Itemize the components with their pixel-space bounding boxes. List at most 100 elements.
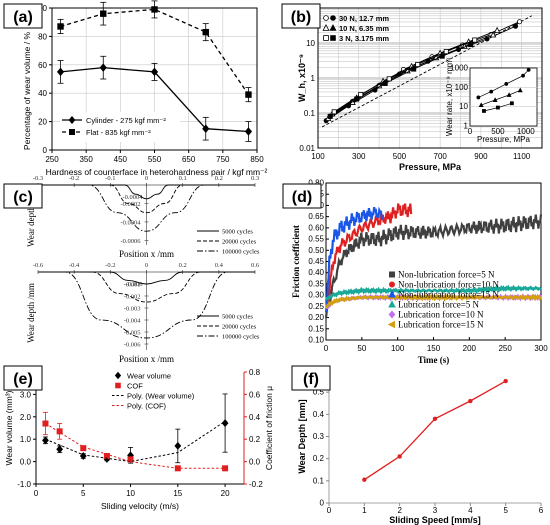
legend-marker [68, 116, 76, 124]
data-point [382, 80, 388, 86]
data-point [99, 63, 107, 72]
inset-data-point [517, 87, 523, 93]
series-cylinder [56, 55, 253, 142]
y-tick-label: 0.15 [308, 324, 324, 333]
y-tick-label: 2.0 [20, 413, 32, 422]
y-tick-label: -0.0002 [120, 201, 140, 208]
inset-data-point [489, 89, 494, 94]
y-tick-label: -1.0 [17, 480, 31, 489]
y-axis-label-right: Coefficient of friction μ [264, 386, 274, 470]
data-point [432, 416, 438, 421]
x-tick-label: 750 [216, 155, 230, 164]
data-point [517, 19, 523, 25]
y-tick-label: 20 [38, 118, 47, 127]
y-tick-label: 0 [43, 146, 48, 155]
y-axis-label: W_h, x10⁻⁹ [297, 54, 307, 102]
data-point [397, 454, 402, 459]
y-tick-label: 1 [311, 74, 316, 83]
legend: Non-lubrication force=5 NNon-lubrication… [387, 270, 500, 330]
x-tick-label: 5 [503, 506, 508, 515]
series-2 [327, 37, 478, 119]
x-tick-label: 500 [393, 152, 407, 161]
x-tick-label: 15 [173, 489, 182, 498]
x-tick-label: 2 [397, 506, 402, 515]
series-line [324, 206, 384, 313]
series-wear-depth [362, 378, 508, 482]
x-tick-label: 350 [79, 155, 93, 164]
data-point [150, 67, 159, 77]
x-tick-label: -0.2 [105, 262, 115, 269]
x-tick-label: 650 [182, 155, 196, 164]
legend-marker [388, 310, 396, 319]
y-tick-label: 0.25 [308, 302, 324, 311]
y-tick-label: 0.55 [308, 235, 324, 244]
inset-y-tick-label: 10 [459, 102, 468, 111]
panel-label-box [282, 183, 322, 209]
inset-data-point [478, 102, 484, 108]
y-tick-label: -0.0004 [120, 219, 141, 226]
legend-label: 30 N, 12.7 mm [339, 14, 389, 23]
panel-label-box [3, 183, 43, 209]
legend-label: 100000 cycles [222, 334, 260, 341]
series-line [325, 293, 543, 310]
panel-label: (b) [291, 9, 311, 26]
legend-marker [388, 300, 396, 308]
panel-label-box [3, 3, 43, 29]
series-5 [325, 293, 543, 310]
y-tick-label: 0.2 [313, 454, 325, 463]
subplot-2: -0.6 -0.4 -0.2 0 0.2 0.4 0.6-0.001-0.002-0.003… [26, 262, 260, 364]
data-point [354, 96, 360, 102]
legend-label: COF [127, 382, 143, 391]
x-tick-label: 0 [34, 489, 39, 498]
y-tick-label: 0.65 [308, 212, 324, 221]
inset-data-point [509, 101, 514, 106]
x-axis-label: Position x /mm [119, 249, 174, 259]
x-tick-label: 0 [327, 506, 332, 515]
x-tick-label: 0.1 [179, 175, 187, 182]
panel-label-box [291, 365, 331, 391]
x-axis-label: Pressure, MPa [399, 162, 462, 172]
data-point [443, 49, 449, 55]
legend: Cylinder - 275 kgf mm⁻² Flat - 835 kgf mm… [60, 112, 180, 142]
inset-x-tick-label: 500 [491, 127, 505, 136]
y-tick-label: 0.01 [299, 144, 315, 153]
y-tick-label: 0.50 [308, 246, 324, 255]
series-3 [45, 423, 226, 469]
legend-label: Non-lubrication force=10 N [398, 280, 500, 290]
y-tick-label: 0.4 [313, 410, 325, 419]
panel-label-box [281, 3, 321, 29]
series-line [38, 271, 255, 303]
data-point [331, 109, 337, 115]
series-line [37, 184, 255, 232]
y-tick-label: -0.006 [124, 342, 142, 349]
inset-data-point [476, 95, 481, 100]
data-point [411, 66, 417, 72]
legend-label: Poly. (COF) [127, 402, 167, 411]
x-tick-label: -0.2 [69, 175, 79, 182]
inset-data-point [492, 97, 498, 102]
x-tick-label: 100 [391, 344, 405, 353]
x-tick-label: 150 [427, 344, 441, 353]
inset-data-point [526, 67, 531, 72]
y-tick-label: 0.0 [20, 458, 32, 467]
series-line [37, 184, 255, 214]
y-tick-label: 0.1 [304, 109, 316, 118]
panel-label: (a) [13, 9, 33, 26]
y-tick-label: 80 [38, 32, 47, 41]
data-point [472, 37, 478, 43]
x-tick-label: 5 [81, 489, 86, 498]
y-tick-label-right: 0.8 [249, 368, 261, 377]
y-tick-label: -0.003 [124, 306, 141, 313]
y-tick-label-right: 0.0 [249, 458, 261, 467]
x-tick-label: 250 [498, 344, 512, 353]
legend-label: Non-lubrication force=15 N [398, 290, 500, 300]
inset-data-point [521, 73, 525, 78]
y-axis-label: Wear volume (mm³) [4, 390, 14, 465]
data-point [513, 23, 519, 29]
y-axis-label: Percentage of wear volume / % [22, 32, 32, 151]
y-tick-label: -0.001 [124, 282, 141, 289]
